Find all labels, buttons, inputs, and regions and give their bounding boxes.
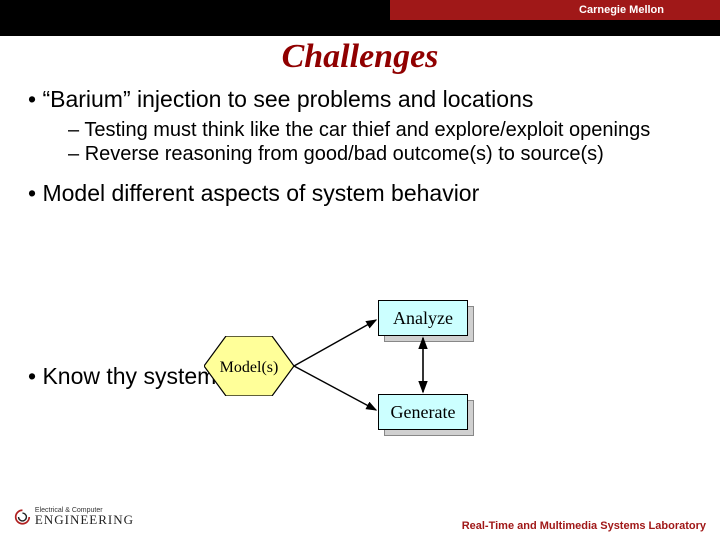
footer-lab: Real-Time and Multimedia Systems Laborat… — [462, 520, 706, 532]
bullet-1-sub: Testing must think like the car thief an… — [68, 119, 692, 166]
edges — [0, 290, 720, 450]
dept-logo: Electrical & Computer ENGINEERING — [14, 496, 134, 538]
swirl-icon — [14, 502, 31, 532]
edge-models-analyze — [294, 320, 376, 366]
dept-line2: ENGINEERING — [35, 514, 134, 526]
bullet-1a: Testing must think like the car thief an… — [86, 119, 692, 143]
edge-models-generate — [294, 366, 376, 410]
university-name: Carnegie Mellon — [579, 4, 664, 16]
dept-logo-text: Electrical & Computer ENGINEERING — [35, 508, 134, 526]
slide: Carnegie Mellon Challenges “Barium” inje… — [0, 0, 720, 540]
header-redbar: Carnegie Mellon — [390, 0, 720, 20]
bullet-2: Model different aspects of system behavi… — [28, 180, 692, 207]
slide-title: Challenges — [0, 38, 720, 76]
bullet-1: “Barium” injection to see problems and l… — [28, 86, 692, 113]
diagram: Model(s) Analyze Generate — [0, 290, 720, 440]
bullet-1b: Reverse reasoning from good/bad outcome(… — [86, 143, 692, 167]
